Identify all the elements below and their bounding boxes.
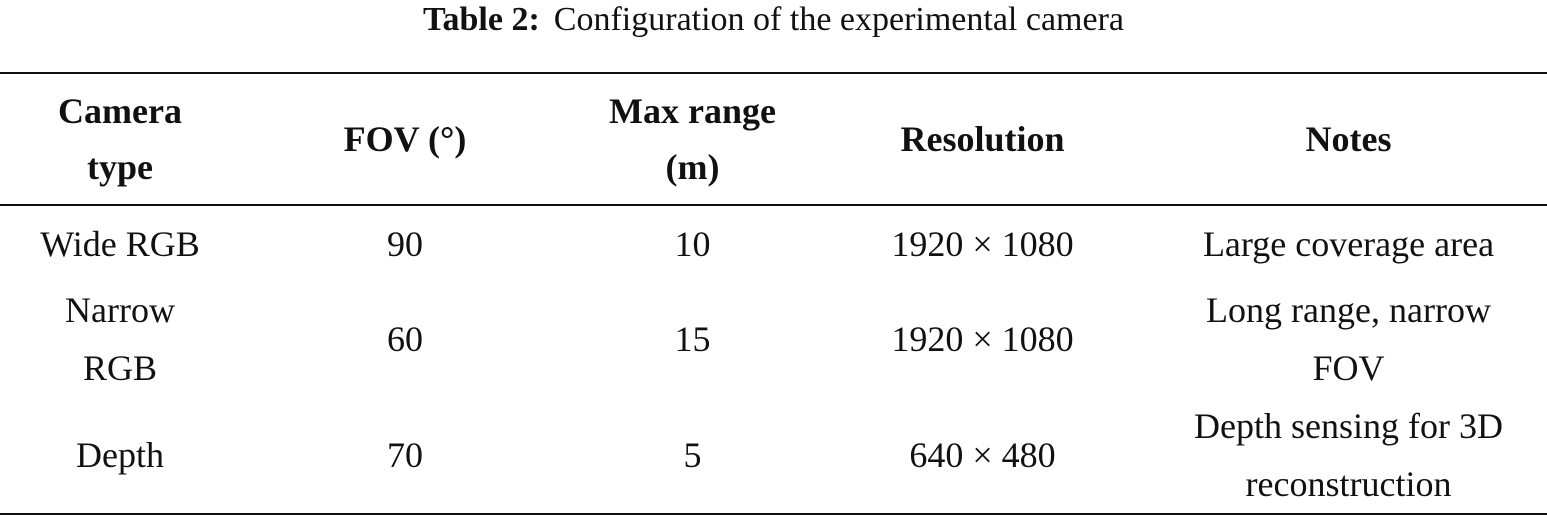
caption-text: Configuration of the experimental camera <box>553 1 1125 38</box>
cell-max-range: 15 <box>674 319 711 359</box>
cell-resolution: 1920 × 1080 <box>891 223 1074 264</box>
header-row: Camera type FOV (°) Max range (m) Resolu… <box>0 73 1547 205</box>
cell-notes: Large coverage area <box>1202 223 1495 264</box>
cell-notes: Depth sensing for 3D reconstruction <box>1194 406 1503 504</box>
cell-camera-type: Depth <box>76 435 164 475</box>
cell-camera-type: Wide RGB <box>40 223 200 264</box>
header-max-range: Max range (m) <box>609 91 776 187</box>
cell-resolution: 1920 × 1080 <box>891 319 1074 359</box>
cell-camera-type: Narrow RGB <box>65 290 175 388</box>
table-row: Narrow RGB 60 15 1920 × 1080 Long range,… <box>0 281 1547 397</box>
cell-max-range: 5 <box>683 435 702 475</box>
cell-fov: 60 <box>387 319 423 359</box>
cell-notes: Long range, narrow FOV <box>1206 290 1491 388</box>
table-body: Wide RGB 90 10 1920 × 1080 Large coverag… <box>0 205 1547 514</box>
header-notes: Notes <box>1305 119 1392 159</box>
cell-max-range: 10 <box>674 223 711 264</box>
table-row: Wide RGB 90 10 1920 × 1080 Large coverag… <box>0 205 1547 281</box>
caption-label: Table 2: <box>422 1 540 38</box>
header-fov: FOV (°) <box>343 119 467 159</box>
table-header: Camera type FOV (°) Max range (m) Resolu… <box>0 73 1547 205</box>
header-camera-type: Camera type <box>58 91 182 187</box>
table-caption: Table 2: Configuration of the experimenta… <box>0 0 1547 40</box>
cell-fov: 90 <box>387 223 423 264</box>
cell-resolution: 640 × 480 <box>909 435 1056 475</box>
header-resolution: Resolution <box>900 119 1065 159</box>
table-row: Depth 70 5 640 × 480 Depth sensing for 3… <box>0 397 1547 514</box>
cell-fov: 70 <box>387 435 423 475</box>
camera-config-table: Camera type FOV (°) Max range (m) Resolu… <box>0 72 1547 515</box>
